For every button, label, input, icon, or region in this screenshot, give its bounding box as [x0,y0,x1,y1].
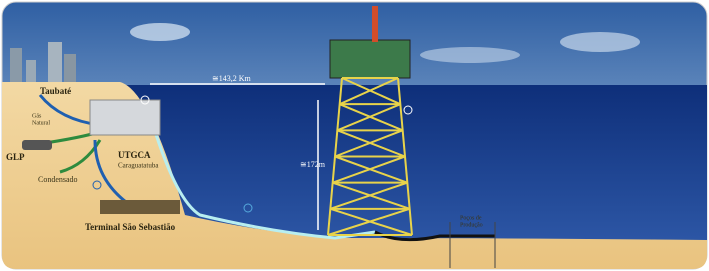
distance-label: ≅143,2 Km [212,74,251,83]
terminal-tanks [100,200,180,214]
wells-label: Poços de [460,215,482,221]
infographic: Taubaté Gás Natural GLP Condensado UTGCA… [0,0,709,271]
building [48,42,62,82]
building [26,60,36,82]
glp-truck [22,140,52,150]
gas-label: Natural [32,120,50,126]
wells-label: Produção [460,222,483,228]
terminal-label: Terminal São Sebastião [85,222,176,232]
utgca-plant [90,100,160,135]
city-label: Taubaté [40,86,71,96]
platform-deck [330,40,410,78]
derrick [372,6,378,42]
depth-label: ≅172m [300,160,326,169]
cloud [420,47,520,63]
cloud [560,32,640,52]
facility-location: Caraguatatuba [118,162,159,170]
glp-label: GLP [6,152,25,162]
building [10,48,22,82]
building [64,54,76,82]
condensate-label: Condensado [38,175,78,184]
facility-label: UTGCA [118,150,151,160]
cloud [130,23,190,41]
gas-label: Gás [32,113,42,119]
